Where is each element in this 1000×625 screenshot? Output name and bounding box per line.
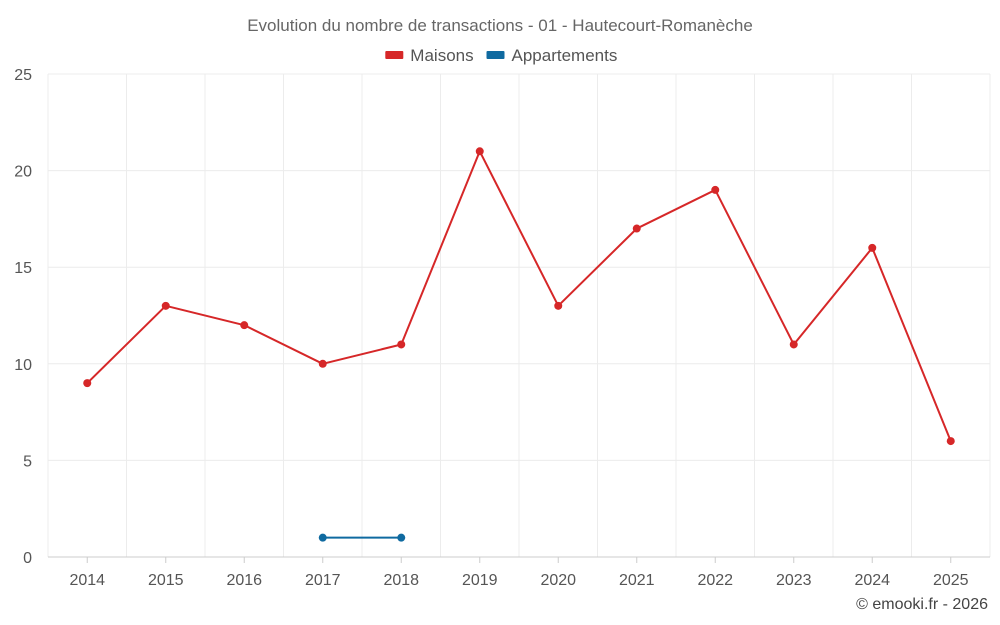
- x-tick-label: 2019: [462, 572, 498, 589]
- x-tick-label: 2014: [69, 572, 105, 589]
- x-tick-label: 2020: [540, 572, 576, 589]
- legend-swatch: [385, 51, 404, 59]
- data-point: [632, 224, 641, 233]
- data-point: [397, 340, 406, 349]
- legend-item: Maisons: [385, 46, 474, 65]
- x-tick-label: 2023: [776, 572, 812, 589]
- legend-label: Appartements: [512, 46, 618, 65]
- series-0: [83, 147, 955, 446]
- y-tick-label: 0: [23, 550, 32, 567]
- y-tick-label: 15: [14, 260, 32, 277]
- data-point: [318, 359, 327, 368]
- data-point: [554, 301, 563, 310]
- series-1: [318, 533, 406, 542]
- data-point: [868, 243, 877, 252]
- x-tick-label: 2021: [619, 572, 655, 589]
- data-point: [946, 437, 955, 446]
- series-line: [86, 150, 952, 442]
- x-tick-label: 2022: [697, 572, 733, 589]
- data-point: [397, 533, 406, 542]
- x-tick-label: 2018: [383, 572, 419, 589]
- data-point: [240, 321, 249, 330]
- series-group: [83, 147, 955, 542]
- x-tick-label: 2025: [933, 572, 969, 589]
- data-point: [161, 301, 170, 310]
- legend: Maisons Appartements: [385, 46, 617, 65]
- x-tick-label: 2015: [148, 572, 184, 589]
- y-tick-label: 20: [14, 164, 32, 181]
- x-tick-label: 2024: [854, 572, 890, 589]
- credit-text: © emooki.fr - 2026: [856, 596, 988, 613]
- data-point: [318, 533, 327, 542]
- y-tick-label: 5: [23, 453, 32, 470]
- data-point: [789, 340, 798, 349]
- legend-label: Maisons: [410, 46, 473, 65]
- data-point: [711, 185, 720, 194]
- chart-title: Evolution du nombre de transactions - 01…: [247, 16, 753, 35]
- y-tick-label: 10: [14, 357, 32, 374]
- data-point: [475, 147, 484, 156]
- grid: [47, 73, 991, 557]
- y-tick-label: 25: [14, 67, 32, 84]
- x-tick-label: 2016: [226, 572, 262, 589]
- legend-item: Appartements: [486, 46, 618, 65]
- legend-swatch: [486, 51, 505, 59]
- data-point: [83, 379, 92, 388]
- x-tick-label: 2017: [305, 572, 341, 589]
